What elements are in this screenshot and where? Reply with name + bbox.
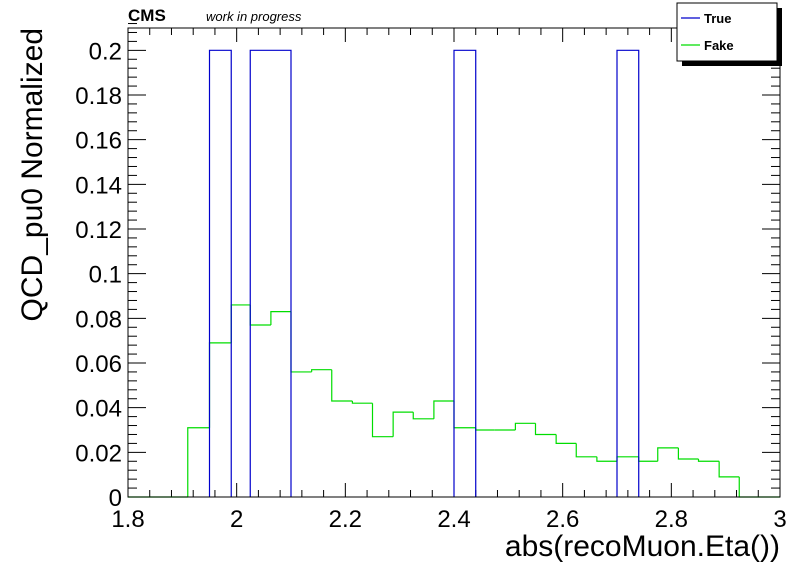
- fake-bin: [311, 369, 332, 372]
- y-tick-label: 0: [109, 485, 122, 512]
- x-tick-label: 2.2: [329, 506, 362, 533]
- y-tick-labels: 0 0.02 0.04 0.06 0.08 0.1 0.12 0.14 0.16 0.18 0.2: [75, 38, 122, 512]
- fake-bin: [677, 447, 699, 460]
- fake-bin: [351, 400, 373, 404]
- x-tick-labels: 1.8 2 2.2 2.4 2.6 2.8 3: [111, 506, 786, 533]
- x-tick-label: 3: [773, 506, 786, 533]
- fake-bin: [514, 422, 536, 430]
- x-tick-label: 2: [230, 506, 243, 533]
- fake-bin: [412, 412, 434, 420]
- x-tick-label: 1.8: [111, 506, 144, 533]
- series-true: [208, 49, 640, 497]
- legend-box: [676, 2, 778, 62]
- axis-ticks: [127, 23, 781, 498]
- y-tick-label: 0.04: [75, 396, 122, 423]
- true-bin: [208, 49, 232, 497]
- x-axis-title: abs(recoMuon.Eta()): [505, 530, 780, 563]
- fake-bin: [718, 461, 740, 478]
- x-tick-label: 2.6: [546, 506, 579, 533]
- true-bin: [616, 49, 640, 497]
- x-tick-label: 2.4: [437, 506, 470, 533]
- legend-label-fake: Fake: [704, 38, 734, 53]
- y-axis-title: QCD_pu0 Normalized: [16, 28, 49, 321]
- y-tick-label: 0.14: [75, 172, 122, 199]
- y-tick-label: 0.2: [89, 38, 122, 65]
- cms-label: CMS: [128, 6, 166, 25]
- fake-bin: [187, 427, 210, 497]
- y-tick-label: 0.18: [75, 83, 122, 110]
- fake-bin: [433, 400, 454, 419]
- y-tick-label: 0.12: [75, 217, 122, 244]
- fake-bin: [331, 369, 353, 402]
- fake-bin: [596, 456, 617, 462]
- y-tick-label: 0.1: [89, 262, 122, 289]
- fake-bin: [534, 423, 557, 436]
- y-tick-label: 0.06: [75, 351, 122, 378]
- fake-bin: [392, 411, 414, 437]
- fake-bin: [270, 311, 291, 326]
- fake-bin: [555, 434, 577, 444]
- status-label: work in progress: [206, 9, 302, 24]
- fake-bin: [697, 459, 720, 462]
- fake-bin: [657, 447, 679, 462]
- true-bin: [453, 49, 477, 497]
- y-tick-label: 0.16: [75, 128, 122, 155]
- fake-bin: [575, 443, 597, 458]
- y-tick-label: 0.02: [75, 440, 122, 467]
- plot-frame: [127, 27, 781, 498]
- true-bin: [249, 49, 292, 497]
- x-tick-label: 2.8: [655, 506, 688, 533]
- legend-label-true: True: [704, 11, 731, 26]
- fake-bin: [371, 403, 394, 438]
- y-tick-label: 0.08: [75, 306, 122, 333]
- legend: True Fake: [676, 2, 782, 66]
- series-layer: [128, 49, 780, 498]
